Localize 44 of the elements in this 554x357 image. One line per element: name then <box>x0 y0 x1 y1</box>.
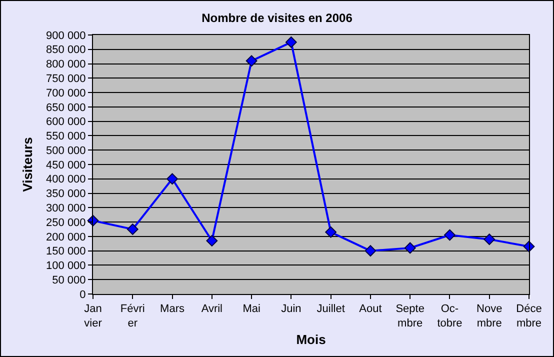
y-tick-label: 300 000 <box>46 202 86 215</box>
y-tick-label: 100 000 <box>46 260 86 272</box>
y-tick-label: 400 000 <box>46 174 86 186</box>
y-tick-label: 650 000 <box>46 102 86 114</box>
x-tick-label: Déce mbre <box>516 303 542 330</box>
x-tick-label: Avril <box>201 303 223 316</box>
point <box>444 229 456 241</box>
x-tick-label: Oc- tobre <box>437 303 462 330</box>
x-tick-label: Mai <box>242 303 260 316</box>
y-tick-label: 450 000 <box>46 159 86 172</box>
y-tick-label: 150 000 <box>46 246 86 258</box>
x-tick-label: Jan vier <box>84 303 102 330</box>
point <box>285 36 297 48</box>
y-tick-label: 850 000 <box>46 44 86 56</box>
point <box>484 234 496 246</box>
x-tick-label: Nove mbre <box>476 303 502 330</box>
x-tick-label: Juillet <box>316 303 345 316</box>
y-tick-label: 50 000 <box>52 274 86 286</box>
chart-title: Nombre de visites en 2006 <box>202 10 353 25</box>
y-tick-label: 600 000 <box>46 116 86 128</box>
x-tick-label: Aout <box>359 303 382 316</box>
point <box>404 242 416 254</box>
y-tick-label: 800 000 <box>46 58 86 71</box>
y-tick-label: 550 000 <box>46 130 86 143</box>
x-tick-label: Juin <box>281 303 302 316</box>
point <box>246 55 258 67</box>
point <box>126 224 138 235</box>
y-tick-label: 750 000 <box>46 73 86 86</box>
x-tick-label: Septe mbre <box>396 303 424 330</box>
y-tick-label: 900 000 <box>46 30 86 42</box>
y-tick-label: 500 000 <box>46 144 86 157</box>
point <box>364 245 376 257</box>
point <box>325 226 337 238</box>
y-tick-label: 700 000 <box>46 87 86 100</box>
x-tick-label: Févri er <box>120 303 145 330</box>
y-tick-label: 200 000 <box>46 231 86 244</box>
point <box>206 235 218 246</box>
y-axis-title: Visiteurs <box>20 137 35 192</box>
x-axis-title: Mois <box>296 332 326 348</box>
x-tick-label: Mars <box>160 303 185 316</box>
point <box>166 173 178 185</box>
y-tick-label: 350 000 <box>46 188 86 200</box>
y-tick-label: 250 000 <box>46 216 86 229</box>
y-tick-label: 0 <box>80 288 86 301</box>
